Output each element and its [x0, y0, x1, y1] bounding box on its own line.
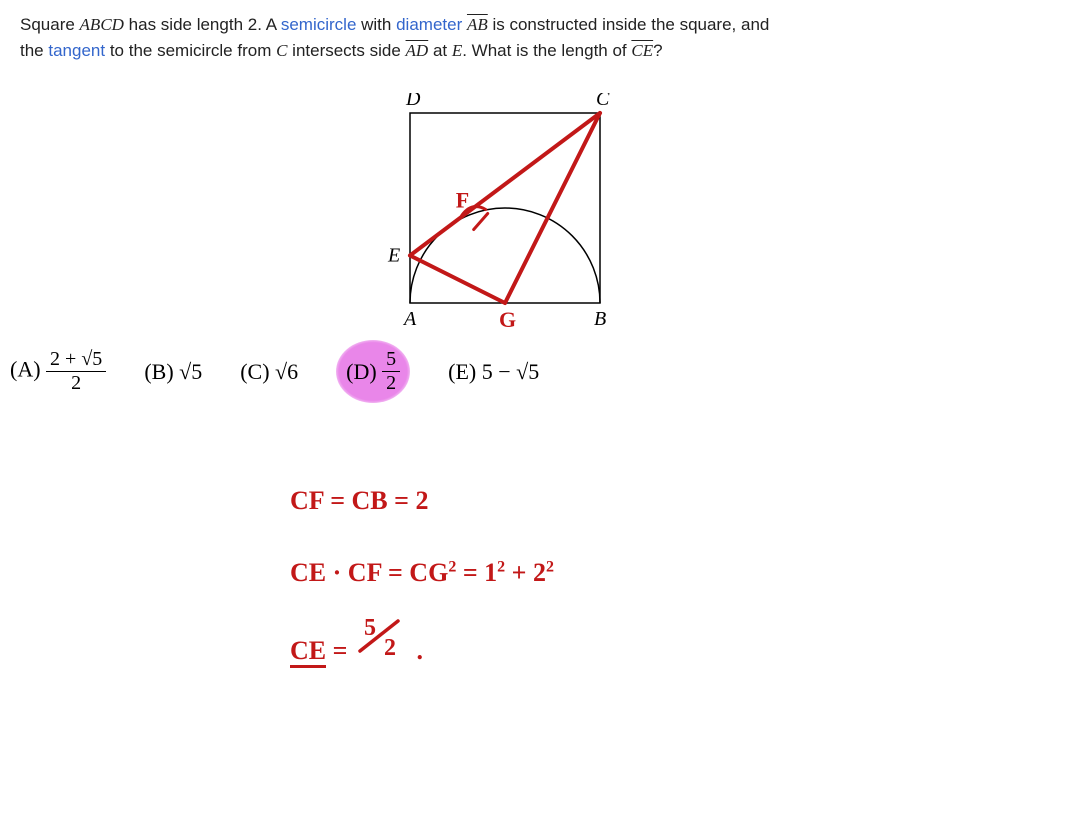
problem-statement: Square ABCD has side length 2. A semicir…	[20, 12, 1060, 63]
text: Square	[20, 15, 80, 34]
wl2s3: 2	[546, 559, 554, 576]
svg-text:A: A	[402, 308, 417, 330]
svg-text:B: B	[594, 308, 606, 330]
answer-choices: (A) 2 + √5 2 (B) √5 (C) √6 (D) 5 2 (E) 5…	[10, 340, 539, 403]
choice-c-val: √6	[275, 359, 298, 384]
choice-a-num: 2 + √5	[46, 348, 106, 372]
point-c: C	[276, 41, 287, 60]
frac-den-svg: 2	[384, 635, 396, 659]
text: intersects side	[287, 41, 405, 60]
wl3dot: .	[416, 636, 423, 665]
segment-ab: AB	[467, 15, 488, 34]
choice-d-num: 5	[382, 348, 400, 372]
kw-semicircle: semicircle	[281, 15, 357, 34]
svg-text:C: C	[596, 93, 610, 110]
point-e: E	[452, 41, 462, 60]
choice-d-highlighted: (D) 5 2	[336, 340, 410, 403]
svg-text:G: G	[499, 307, 516, 332]
choice-b-label: (B)	[144, 359, 173, 384]
choice-a-den: 2	[46, 372, 106, 395]
choice-a: (A) 2 + √5 2	[10, 348, 106, 395]
svg-text:F: F	[456, 188, 469, 213]
work-line-3: CE = 5 2 .	[290, 615, 554, 682]
work-line-2: CE · CF = CG2 = 12 + 22	[290, 542, 554, 604]
handwritten-work: CF = CB = 2 CE · CF = CG2 = 12 + 22 CE =…	[290, 470, 554, 692]
text: has side length 2. A	[124, 15, 281, 34]
wl3a: CE =	[290, 636, 354, 668]
text: ?	[653, 41, 662, 60]
wl2a: CE · CF = CG	[290, 558, 448, 587]
kw-diameter: diameter	[396, 15, 462, 34]
wl2c: + 2	[505, 558, 546, 587]
geometry-figure: D C A B E F G	[380, 93, 680, 343]
frac-num-svg: 5	[364, 615, 376, 641]
work-frac: 5 2	[354, 615, 410, 682]
wl2b: = 1	[456, 558, 497, 587]
text: . What is the length of	[462, 41, 631, 60]
choice-d-den: 2	[382, 372, 400, 395]
wl2s2: 2	[497, 559, 505, 576]
segment-ce: CE	[631, 41, 653, 60]
segment-ad: AD	[406, 41, 429, 60]
choice-c-label: (C)	[240, 359, 269, 384]
choice-e-val: 5 − √5	[482, 359, 539, 384]
choice-b-val: √5	[179, 359, 202, 384]
text: with	[356, 15, 396, 34]
choice-e-label: (E)	[448, 359, 476, 384]
work-line-1: CF = CB = 2	[290, 470, 554, 532]
figure-area: D C A B E F G	[20, 83, 1060, 343]
text: at	[428, 41, 452, 60]
kw-tangent: tangent	[48, 41, 105, 60]
text: to the semicircle from	[105, 41, 276, 60]
svg-text:D: D	[405, 93, 421, 110]
square-name: ABCD	[80, 15, 124, 34]
choice-e: (E) 5 − √5	[448, 359, 539, 385]
svg-text:E: E	[387, 245, 400, 267]
choice-a-label: (A)	[10, 357, 41, 382]
text: the	[20, 41, 48, 60]
text: is constructed inside the square, and	[488, 15, 770, 34]
choice-d-label: (D)	[346, 359, 377, 385]
choice-c: (C) √6	[240, 359, 298, 385]
choice-b: (B) √5	[144, 359, 202, 385]
